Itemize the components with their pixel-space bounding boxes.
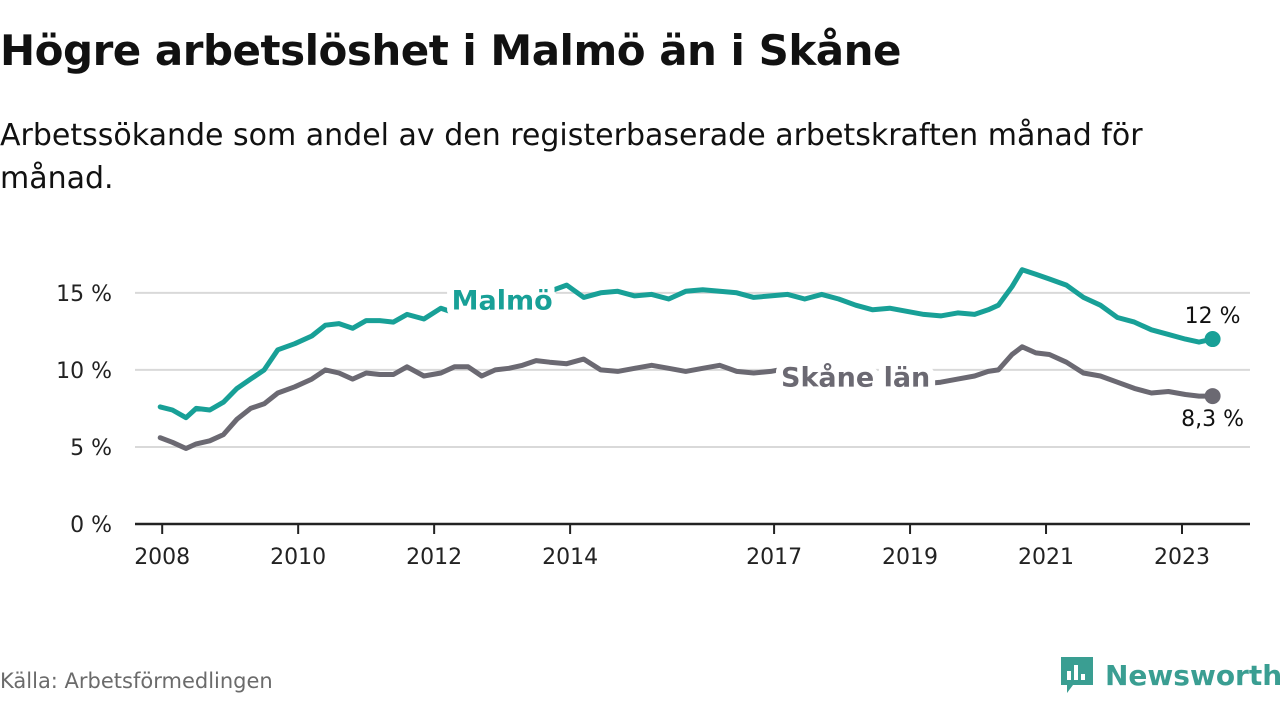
y-tick-label: 5 % <box>70 436 112 461</box>
end-point-skane <box>1204 388 1221 405</box>
chart-title: Högre arbetslöshet i Malmö än i Skåne <box>0 26 902 75</box>
y-tick-label: 10 % <box>56 359 112 384</box>
x-tick-label: 2012 <box>406 545 462 570</box>
y-tick-label: 15 % <box>56 282 112 307</box>
x-tick-label: 2021 <box>1018 545 1074 570</box>
end-value-label-skane: 8,3 % <box>1181 407 1244 432</box>
x-axis: 2008 2010 2012 2014 2017 2019 2021 2023 <box>134 522 1250 570</box>
x-tick-label: 2019 <box>882 545 938 570</box>
newsworthy-logo-icon <box>1061 657 1093 693</box>
x-tick-label: 2023 <box>1154 545 1210 570</box>
y-axis-ticks: 0 % 5 % 10 % 15 % <box>56 282 112 538</box>
x-tick-label: 2008 <box>134 545 190 570</box>
series-line-malmo <box>157 267 1216 421</box>
x-tick-label: 2010 <box>270 545 326 570</box>
newsworthy-logo[interactable]: Newsworthy <box>1059 654 1280 696</box>
series-lines <box>157 267 1221 451</box>
x-tick-label: 2014 <box>542 545 598 570</box>
source-note: Källa: Arbetsförmedlingen <box>0 669 273 693</box>
series-label-malmo: Malmö <box>452 286 553 317</box>
series-label-halo: Malmö <box>452 286 553 317</box>
x-tick-label: 2017 <box>746 545 802 570</box>
end-value-label-malmo: 12 % <box>1185 304 1241 329</box>
series-label-halo: Skåne län <box>781 362 930 394</box>
newsworthy-logo-text: Newsworthy <box>1105 658 1280 692</box>
chart-subtitle: Arbetssökande som andel av den registerb… <box>0 118 1143 196</box>
y-tick-label: 0 % <box>70 513 112 538</box>
series-line-skane <box>157 344 1216 451</box>
series-label-skane: Skåne län <box>781 362 930 394</box>
end-point-malmo <box>1204 331 1221 348</box>
